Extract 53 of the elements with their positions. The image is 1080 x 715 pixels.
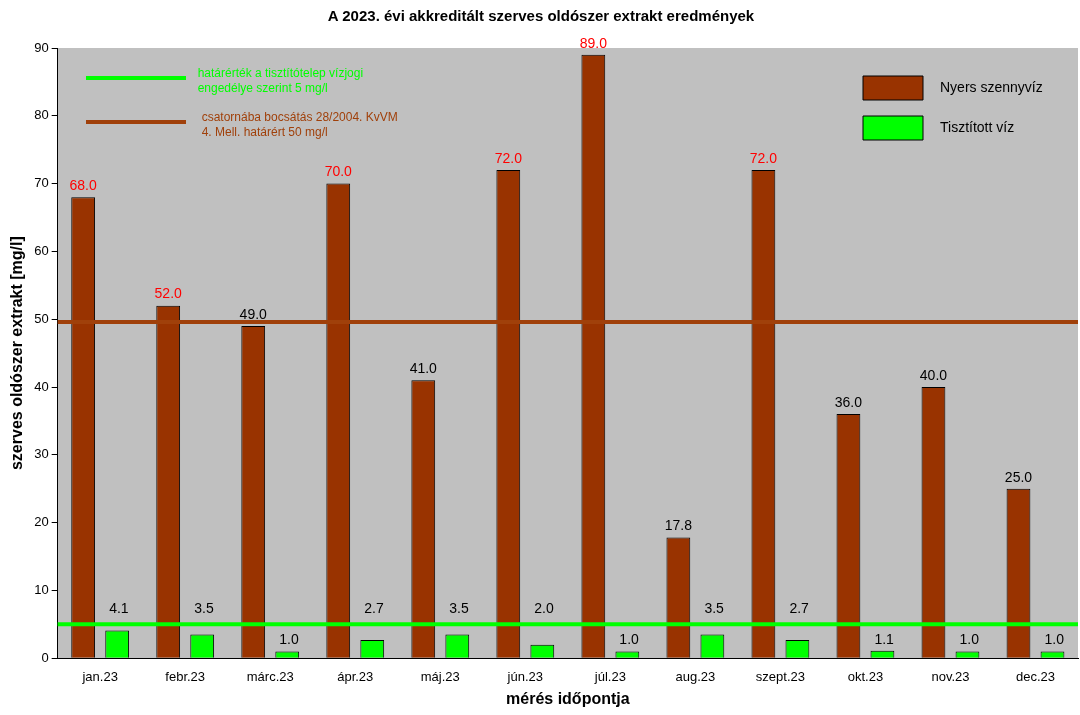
data-label: 4.1 [109,600,129,617]
x-tick-label: ápr.23 [337,668,374,684]
x-tick-label: dec.23 [1015,668,1056,684]
data-label: 25.0 [1004,468,1033,485]
data-label: 1.0 [279,631,299,648]
data-label: 2.7 [789,600,810,617]
y-tick-label: 40 [34,378,49,394]
ref-line-label: csatornába bocsátás 28/2004. KvVM 4. Mell. határért 50 mg/l [201,110,399,140]
y-tick-label: 50 [34,310,49,326]
data-label: 68.0 [69,177,98,194]
data-label: 89.0 [579,34,608,51]
legend-label: Nyers szennyvíz [940,78,1043,95]
x-tick-label: aug.23 [675,668,716,684]
data-label: 40.0 [919,366,948,383]
data-label: 36.0 [834,393,863,410]
data-label: 72.0 [494,149,523,166]
x-tick-label: nov.23 [931,668,970,684]
data-label: 1.0 [1044,631,1065,648]
data-label: 49.0 [239,305,268,322]
data-label: 1.0 [619,631,640,648]
data-label: 72.0 [749,149,778,166]
chart-title: A 2023. évi akkreditált szerves oldószer extrakt eredmények [327,7,755,25]
data-label: 3.5 [704,600,725,617]
y-tick-label: 80 [34,107,49,123]
y-tick-label: 20 [34,514,49,530]
y-axis-title: szerves oldószer extrakt [mg/l] [8,236,26,471]
x-tick-label: júl.23 [593,668,626,684]
x-tick-label: okt.23 [847,668,884,684]
data-label: 2.7 [364,600,384,617]
data-label: 17.8 [664,517,693,534]
x-tick-label: márc.23 [246,668,294,684]
ref-line-label: határérték a tisztítótelep vízjogi engedélye szerint 5 mg/l [197,66,365,96]
y-tick-label: 0 [41,649,49,665]
data-label: 70.0 [324,163,353,180]
legend-label: Tisztított víz [940,118,1015,135]
data-label: 52.0 [154,285,183,302]
y-tick-label: 60 [34,242,49,258]
data-label: 1.1 [874,630,895,647]
x-tick-label: jan.23 [81,668,118,684]
x-tick-label: szept.23 [755,668,805,684]
data-label: 2.0 [534,600,554,617]
x-tick-label: máj.23 [420,668,460,684]
y-tick-label: 70 [34,175,49,191]
data-label: 41.0 [409,360,438,377]
data-label: 1.0 [959,631,980,648]
y-tick-label: 30 [34,446,49,462]
y-tick-label: 90 [34,39,49,55]
x-axis-title: mérés időpontja [506,689,630,707]
x-tick-label: jún.23 [506,668,544,684]
data-label: 3.5 [194,600,214,617]
x-tick-label: febr.23 [165,668,206,684]
y-tick-label: 10 [34,581,49,597]
data-label: 3.5 [449,600,469,617]
